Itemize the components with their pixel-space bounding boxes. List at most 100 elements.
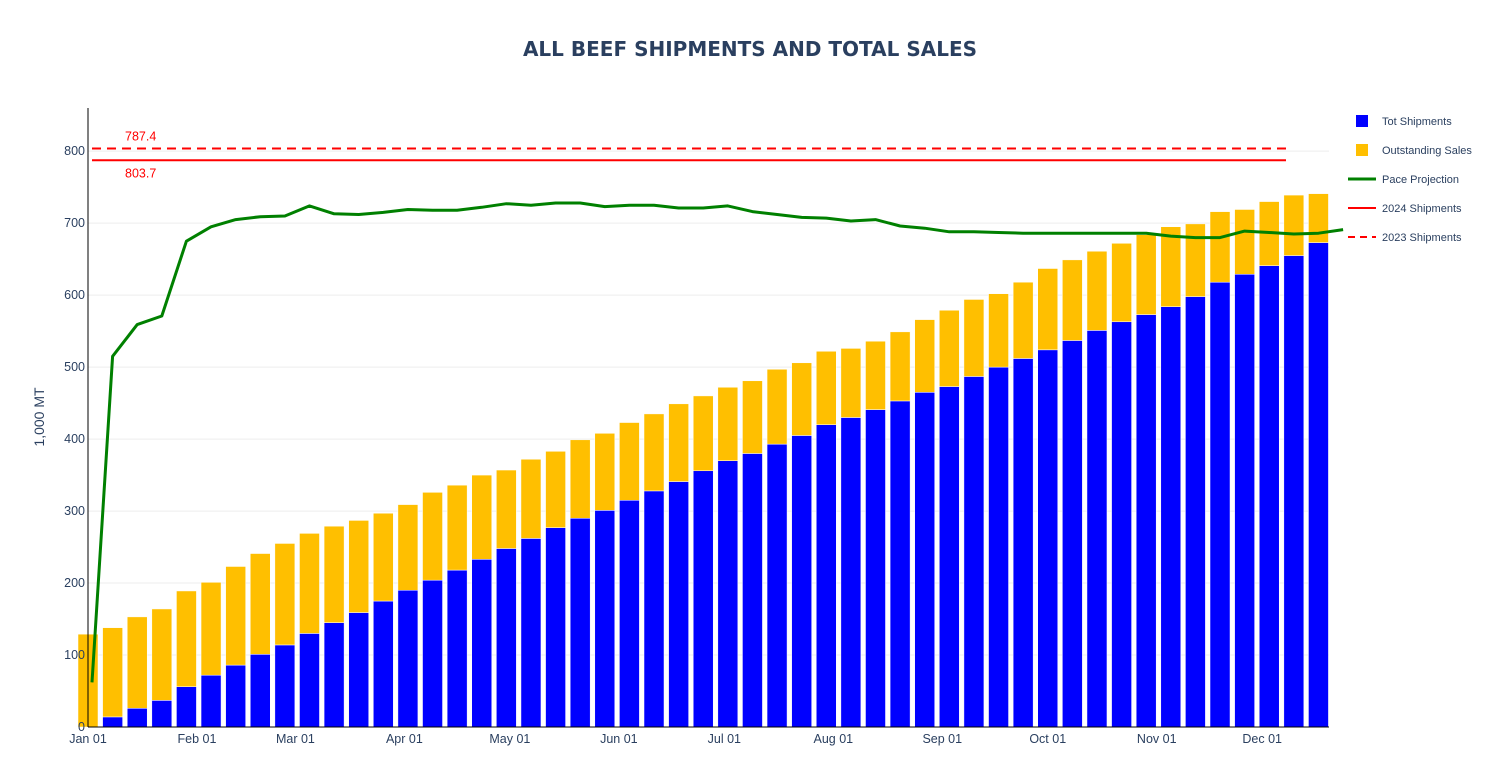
- bar-outstanding-sales: [1209, 211, 1231, 283]
- reference-line-label: 803.7: [125, 166, 156, 180]
- x-tick-label: Feb 01: [178, 732, 217, 746]
- bar-tot-shipments: [1086, 330, 1108, 728]
- bar-outstanding-sales: [840, 348, 862, 418]
- bar-tot-shipments: [274, 644, 296, 728]
- legend-item: 2023 Shipments: [1348, 232, 1462, 244]
- bar-tot-shipments: [963, 376, 985, 728]
- bar-outstanding-sales: [323, 525, 345, 623]
- y-tick-label: 600: [64, 288, 85, 302]
- bar-tot-shipments: [1258, 265, 1280, 728]
- y-tick-label: 300: [64, 504, 85, 518]
- bar-tot-shipments: [865, 409, 886, 728]
- bar-outstanding-sales: [594, 433, 616, 511]
- bar-tot-shipments: [545, 527, 566, 728]
- axis-layer: 0 100 200 300 400 500 600 700 800 Jan 01 Feb 01 Mar…: [64, 108, 1329, 746]
- legend-label: 2023 Shipments: [1382, 232, 1462, 244]
- bar-tot-shipments: [816, 424, 837, 728]
- bar-outstanding-sales: [889, 331, 911, 402]
- bar-tot-shipments: [569, 518, 591, 728]
- bar-tot-shipments: [643, 490, 665, 728]
- bar-outstanding-sales: [668, 403, 689, 482]
- bar-outstanding-sales: [422, 492, 443, 581]
- bar-outstanding-sales: [569, 439, 591, 519]
- bar-outstanding-sales: [988, 293, 1009, 368]
- y-tick-label: 700: [64, 216, 85, 230]
- x-tick-label: Jun 01: [600, 732, 638, 746]
- bar-tot-shipments: [1037, 349, 1059, 728]
- bar-tot-shipments: [446, 569, 468, 728]
- x-tick-label: Dec 01: [1242, 732, 1282, 746]
- bar-outstanding-sales: [766, 369, 788, 445]
- bar-outstanding-sales: [791, 362, 812, 436]
- x-tick-label: Oct 01: [1029, 732, 1066, 746]
- bar-outstanding-sales: [1283, 194, 1305, 256]
- y-tick-label: 500: [64, 360, 85, 374]
- legend-item: Outstanding Sales: [1356, 144, 1472, 157]
- legend-label: Tot Shipments: [1382, 116, 1452, 128]
- legend-swatch: [1356, 144, 1368, 156]
- bar-outstanding-sales: [1160, 226, 1182, 307]
- bar-tot-shipments: [1209, 281, 1231, 728]
- bar-tot-shipments: [594, 510, 616, 728]
- y-axis-title: 1,000 MT: [31, 387, 47, 447]
- bar-outstanding-sales: [865, 340, 886, 410]
- legend: Tot Shipments Outstanding Sales Pace Proje…: [1348, 115, 1472, 244]
- bar-tot-shipments: [176, 686, 197, 728]
- bar-tot-shipments: [1062, 340, 1083, 728]
- legend-label: 2024 Shipments: [1382, 203, 1462, 215]
- bar-outstanding-sales: [1012, 281, 1034, 359]
- y-tick-label: 200: [64, 576, 85, 590]
- bar-outstanding-sales: [963, 299, 985, 377]
- bar-tot-shipments: [717, 460, 739, 728]
- x-tick-label: Apr 01: [386, 732, 423, 746]
- bar-layer: [77, 193, 1329, 728]
- bar-outstanding-sales: [126, 616, 148, 709]
- legend-label: Pace Projection: [1382, 174, 1459, 186]
- bar-outstanding-sales: [520, 458, 542, 539]
- bar-outstanding-sales: [176, 590, 197, 687]
- legend-item: Tot Shipments: [1356, 115, 1452, 128]
- bar-outstanding-sales: [446, 484, 468, 571]
- bar-tot-shipments: [668, 481, 689, 728]
- bar-tot-shipments: [520, 538, 542, 728]
- bar-outstanding-sales: [1234, 209, 1255, 275]
- legend-item: Pace Projection: [1348, 174, 1459, 186]
- bar-tot-shipments: [692, 470, 714, 728]
- pace-projection-line: [90, 201, 1344, 683]
- reference-line-label: 787.4: [125, 130, 156, 144]
- bar-tot-shipments: [471, 559, 492, 728]
- bar-tot-shipments: [373, 600, 394, 728]
- bar-tot-shipments: [200, 674, 222, 728]
- bar-outstanding-sales: [1111, 243, 1132, 323]
- y-tick-label: 400: [64, 432, 85, 446]
- bar-outstanding-sales: [914, 319, 935, 393]
- bar-tot-shipments: [422, 579, 443, 728]
- bar-outstanding-sales: [742, 380, 763, 454]
- bar-tot-shipments: [1185, 296, 1206, 728]
- bar-tot-shipments: [619, 500, 640, 728]
- y-tick-label: 0: [78, 720, 85, 734]
- bar-tot-shipments: [840, 417, 862, 728]
- bar-tot-shipments: [151, 700, 173, 728]
- bar-outstanding-sales: [545, 451, 566, 528]
- bar-outstanding-sales: [496, 469, 517, 549]
- x-tick-label: Aug 01: [813, 732, 853, 746]
- bar-tot-shipments: [102, 716, 123, 728]
- bar-outstanding-sales: [373, 512, 394, 602]
- bar-outstanding-sales: [717, 387, 739, 461]
- bar-tot-shipments: [742, 453, 763, 728]
- bar-tot-shipments: [496, 548, 517, 728]
- line-layer: 803.7 787.4: [90, 130, 1344, 683]
- legend-label: Outstanding Sales: [1382, 145, 1472, 157]
- bar-tot-shipments: [1234, 274, 1255, 728]
- bar-outstanding-sales: [225, 566, 246, 666]
- x-tick-label: Sep 01: [922, 732, 962, 746]
- bar-tot-shipments: [126, 708, 148, 728]
- bar-tot-shipments: [1283, 255, 1305, 728]
- bar-outstanding-sales: [299, 533, 320, 634]
- y-tick-label: 800: [64, 144, 85, 158]
- x-tick-label: May 01: [489, 732, 530, 746]
- bar-tot-shipments: [1012, 358, 1034, 728]
